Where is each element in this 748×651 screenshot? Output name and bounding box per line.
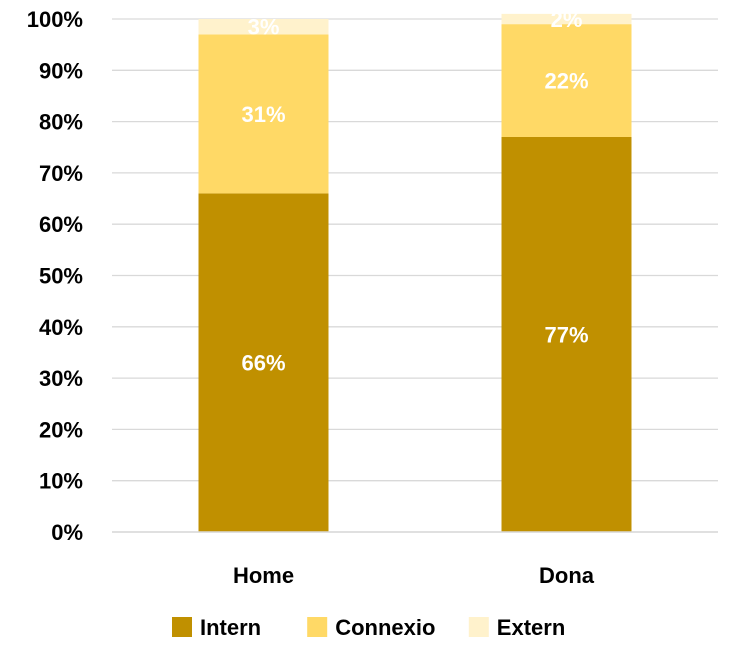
data-label: 66% [241, 351, 285, 376]
data-label: 3% [248, 15, 280, 40]
y-tick-label: 100% [27, 7, 83, 32]
bar-segment-extern-home [198, 19, 329, 35]
y-tick-label: 40% [39, 315, 83, 340]
bar-labels: 66% 31% 3% 77% 22% 2% [241, 7, 588, 376]
legend-label: Connexio [335, 615, 435, 640]
bars [198, 13, 632, 533]
legend-item-intern: Intern [172, 615, 261, 640]
bar-segment-connexio-dona [501, 24, 632, 137]
y-axis: 0% 10% 20% 30% 40% 50% 60% 70% 80% 90% 100% [27, 7, 83, 545]
x-axis: Home Dona [233, 563, 595, 588]
y-tick-label: 60% [39, 212, 83, 237]
legend-item-connexio: Connexio [307, 615, 435, 640]
legend: Intern Connexio Extern [172, 615, 565, 640]
y-tick-label: 20% [39, 417, 83, 442]
legend-swatch [172, 617, 192, 637]
data-label: 31% [241, 102, 285, 127]
legend-swatch [468, 617, 489, 637]
data-label: 2% [551, 7, 583, 32]
y-tick-label: 70% [39, 161, 83, 186]
x-tick-label: Dona [539, 563, 595, 588]
y-tick-label: 30% [39, 366, 83, 391]
y-tick-label: 80% [39, 110, 83, 135]
legend-swatch [307, 617, 328, 637]
bar-segment-connexio-home [198, 34, 329, 194]
legend-item-extern: Extern [468, 615, 565, 640]
y-tick-label: 10% [39, 469, 83, 494]
y-tick-label: 50% [39, 264, 83, 289]
legend-label: Intern [200, 615, 261, 640]
bar-segment-intern-dona [501, 136, 632, 533]
bar-segment-extern-dona [501, 13, 632, 25]
data-label: 77% [544, 322, 588, 347]
data-label: 22% [544, 69, 588, 94]
bar-segment-intern-home [198, 193, 329, 533]
legend-label: Extern [497, 615, 565, 640]
y-tick-label: 0% [51, 520, 83, 545]
y-tick-label: 90% [39, 58, 83, 83]
x-tick-label: Home [233, 563, 294, 588]
